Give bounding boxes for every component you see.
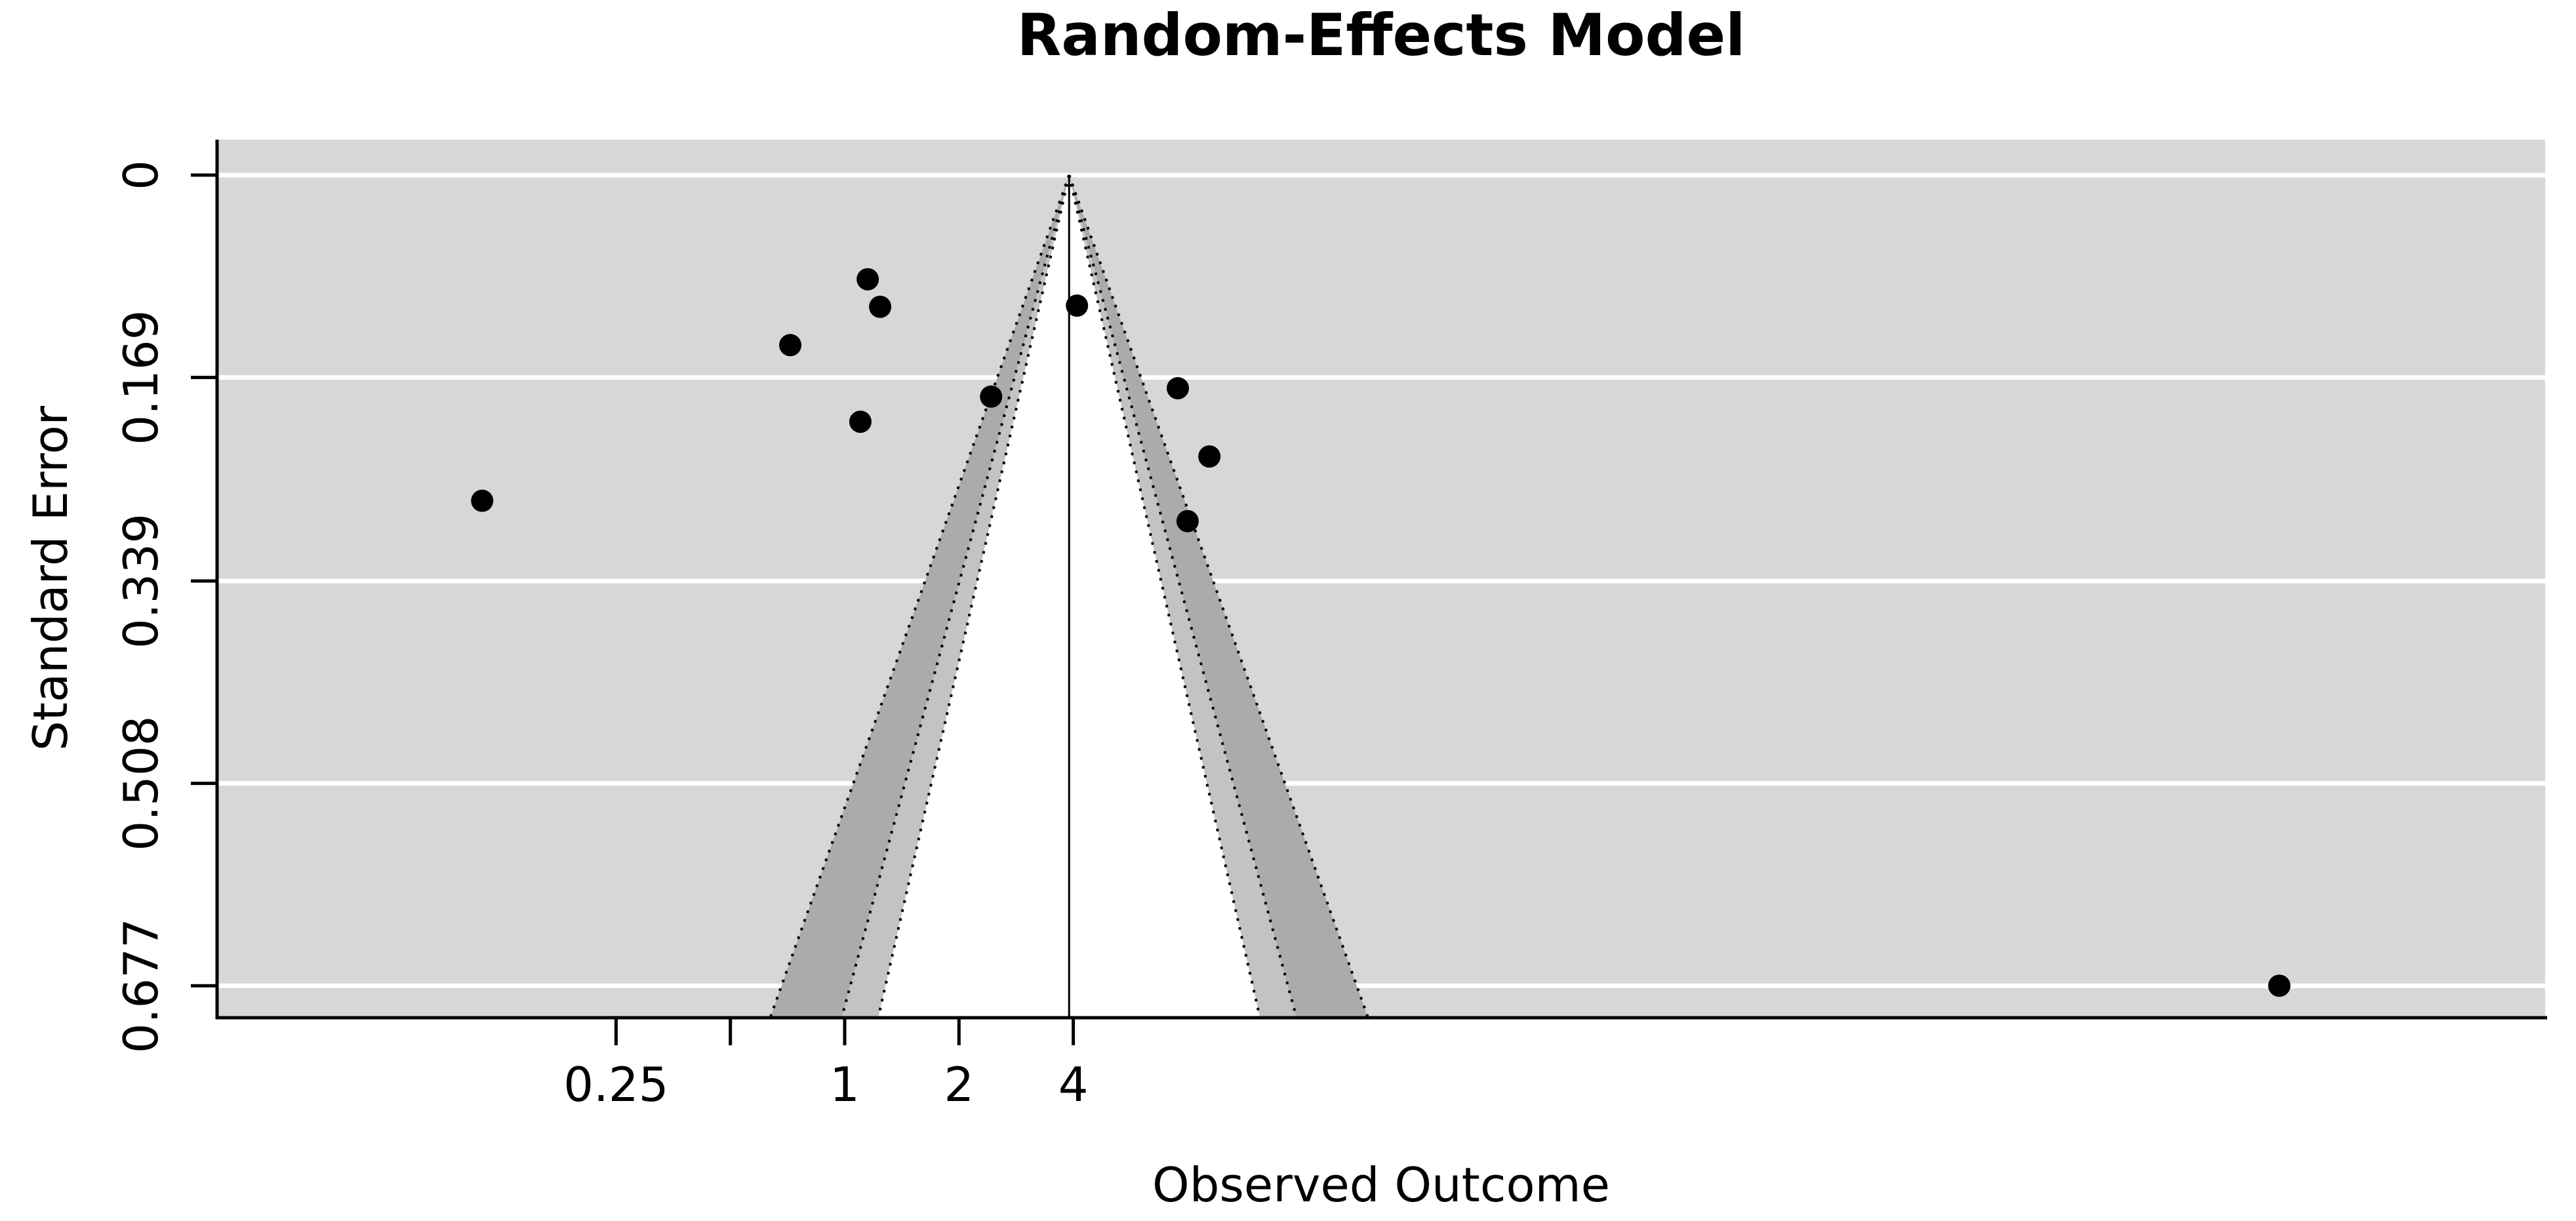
y-tick-label: 0.169	[113, 310, 169, 445]
study-point	[779, 334, 802, 357]
study-point	[2268, 974, 2291, 997]
x-tick-label: 4	[1058, 1057, 1089, 1112]
funnel-dotted-line-99	[1068, 174, 1369, 1018]
funnel-boundary-lines	[769, 174, 1369, 1018]
funnel-dotted-line-90	[1068, 174, 1262, 1018]
study-point	[471, 489, 494, 512]
study-point	[869, 295, 892, 318]
axes	[215, 140, 2547, 1020]
y-tick-label: 0	[113, 160, 169, 190]
funnel-dotted-line-95	[1068, 174, 1298, 1018]
x-tick-label: 2	[944, 1057, 974, 1112]
funnel-dotted-line-99	[769, 174, 1071, 1018]
study-point	[1198, 445, 1221, 468]
plot-background	[217, 140, 2545, 1018]
study-point	[1167, 377, 1190, 400]
study-point	[856, 268, 879, 290]
study-point	[849, 410, 872, 433]
y-tick-label: 0.508	[113, 716, 169, 851]
gridlines	[217, 172, 2545, 988]
data-points	[471, 268, 2291, 997]
y-tick-label: 0.677	[113, 918, 169, 1053]
study-point	[1066, 294, 1089, 317]
y-tick-label: 0.339	[113, 513, 169, 649]
y-axis-label: Standard Error	[23, 406, 78, 751]
axis-ticks	[191, 173, 1076, 1045]
x-tick-label: 1	[830, 1057, 860, 1112]
tick-labels: 0 0.169 0.339 0.508 0.677 0.25 1 2 4	[113, 160, 1089, 1112]
chart-title: Random-Effects Model	[1017, 1, 1746, 69]
x-tick-label: 0.25	[563, 1057, 668, 1112]
funnel-dotted-line-95	[840, 174, 1071, 1018]
x-axis-label: Observed Outcome	[1152, 1157, 1610, 1212]
funnel-dotted-line-90	[877, 174, 1071, 1018]
study-point	[980, 385, 1003, 408]
study-point	[1176, 510, 1199, 532]
